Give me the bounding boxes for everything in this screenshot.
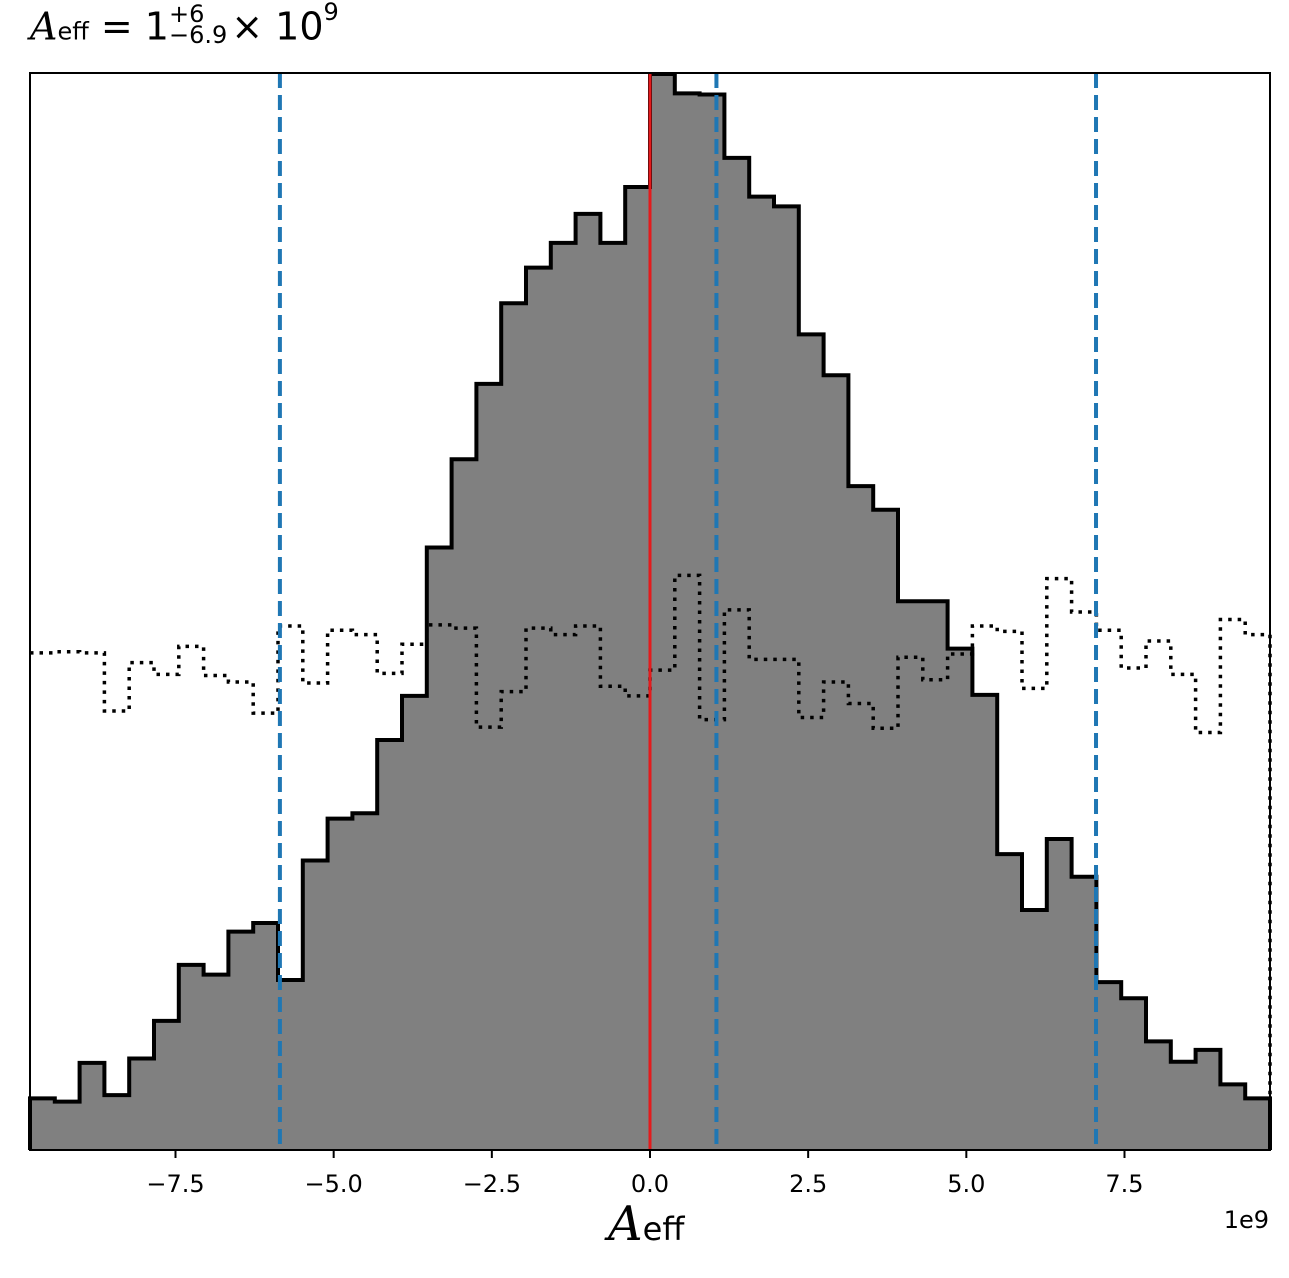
histogram-bar (253, 922, 279, 1150)
histogram-bar (749, 196, 775, 1150)
x-axis-ticks: −7.5 −5.0 −2.5 0.0 2.5 5.0 7.5 (146, 1150, 1144, 1198)
histogram-bar (774, 206, 800, 1150)
histogram-bar (898, 601, 924, 1150)
x-tick-label: 7.5 (1105, 1170, 1143, 1198)
histogram-bar (377, 740, 403, 1150)
histogram-bar (798, 334, 825, 1151)
histogram-bar (178, 964, 205, 1150)
histogram-bar (30, 1098, 56, 1150)
title-upper-error: +6 (168, 0, 205, 28)
x-axis-label-symbol: A (608, 1196, 643, 1252)
histogram-bar (476, 383, 502, 1150)
histogram-bar (154, 1020, 180, 1150)
chart-title: Aeff = 1 +6 −6.9 × 109 (30, 0, 339, 51)
histogram-bar (451, 459, 477, 1150)
histogram-bar (575, 213, 601, 1150)
histogram-bar (1195, 1049, 1221, 1150)
title-lower-error: −6.9 (168, 21, 228, 50)
histogram-bar (823, 375, 849, 1150)
title-symbol-subscript: eff (57, 17, 89, 46)
histogram-bar (402, 695, 428, 1150)
histogram-bar (104, 1095, 130, 1150)
histogram-bar (203, 974, 229, 1150)
histogram-bar (302, 860, 329, 1150)
histogram-bar (699, 94, 725, 1151)
histogram-bar (724, 157, 750, 1151)
histogram-bar (600, 242, 626, 1150)
histogram-bar (501, 303, 527, 1150)
histogram-bar (228, 931, 254, 1150)
title-times: × 10 (231, 4, 324, 49)
x-tick-label: −5.0 (305, 1170, 363, 1198)
histogram-bar (972, 694, 998, 1150)
histogram-bar (1220, 1084, 1246, 1150)
histogram-bar (873, 509, 899, 1150)
histogram-bar (848, 486, 874, 1150)
x-axis-label: Aeff (608, 1200, 684, 1248)
x-tick-label: −7.5 (146, 1170, 204, 1198)
histogram-bar (278, 979, 304, 1150)
x-tick-label: 0.0 (631, 1170, 669, 1198)
histogram-bar (1046, 839, 1073, 1150)
histogram-bar (625, 186, 651, 1151)
histogram-bar (947, 648, 973, 1150)
histogram-bar (426, 547, 453, 1150)
histogram-bar (1146, 1041, 1172, 1150)
histogram-bar (526, 267, 552, 1150)
title-exponent: 9 (323, 0, 339, 26)
x-axis-offset-label: 1e9 (1223, 1206, 1269, 1234)
histogram-bar (352, 813, 378, 1150)
histogram-bar (1022, 910, 1048, 1150)
x-tick-label: 2.5 (789, 1170, 827, 1198)
histogram-bar (1096, 982, 1122, 1150)
histogram-bar (327, 818, 353, 1150)
x-tick-label: −2.5 (463, 1170, 521, 1198)
histogram-bar (1245, 1098, 1271, 1150)
title-symbol: A (30, 4, 58, 49)
histogram-bar (129, 1058, 155, 1150)
histogram-bar (1071, 876, 1097, 1150)
x-tick-label: 5.0 (947, 1170, 985, 1198)
histogram-bar (674, 93, 701, 1150)
histogram-bar (650, 74, 676, 1150)
histogram-bar (1121, 998, 1147, 1150)
histogram-bar (922, 601, 949, 1150)
histogram-bar (79, 1062, 105, 1150)
title-equals: = 1 (100, 4, 169, 49)
posterior-bars (30, 74, 1271, 1151)
histogram-bar (997, 854, 1023, 1150)
x-axis-label-subscript: eff (642, 1210, 685, 1248)
title-error-bounds: +6 −6.9 (168, 0, 228, 50)
reference-lines (277, 73, 1099, 1150)
histogram-bar (550, 242, 577, 1150)
histogram-bar (54, 1101, 81, 1150)
histogram-bar (1170, 1061, 1197, 1150)
